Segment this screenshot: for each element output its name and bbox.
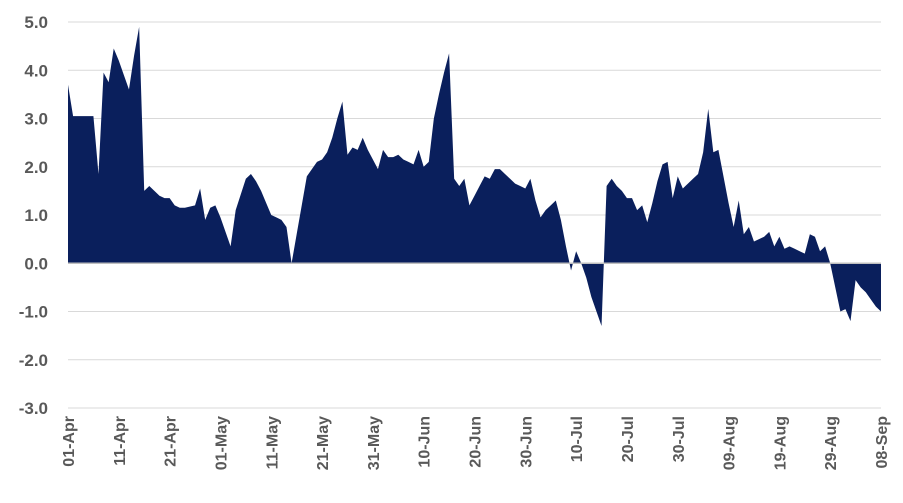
x-tick-label: 10-Jun: [417, 416, 434, 468]
x-tick-label: 29-Aug: [823, 416, 840, 470]
x-tick-label: 20-Jul: [620, 416, 637, 462]
y-tick-label: 1.0: [24, 206, 48, 225]
x-tick-label: 21-Apr: [163, 416, 180, 467]
x-tick-label: 30-Jul: [671, 416, 688, 462]
y-tick-label: 4.0: [24, 61, 48, 80]
x-tick-label: 01-Apr: [61, 416, 78, 467]
x-tick-label: 30-Jun: [518, 416, 535, 468]
area-series: [68, 26, 881, 326]
x-tick-label: 08-Sep: [874, 416, 891, 469]
x-tick-label: 31-May: [366, 416, 383, 470]
x-tick-label: 19-Aug: [772, 416, 789, 470]
x-tick-label: 20-Jun: [468, 416, 485, 468]
y-tick-label: 5.0: [24, 13, 48, 32]
x-tick-label: 10-Jul: [569, 416, 586, 462]
y-tick-label: -3.0: [19, 399, 48, 418]
area-series-fill: [68, 26, 881, 326]
y-tick-label: -1.0: [19, 303, 48, 322]
x-tick-label: 11-May: [264, 416, 281, 469]
y-tick-label: -2.0: [19, 351, 48, 370]
x-tick-label: 01-May: [213, 416, 230, 470]
y-tick-label: 0.0: [24, 254, 48, 273]
x-axis-tick-labels: 01-Apr 11-Apr 21-Apr 01-May 11-May 21-May 31-M…: [61, 416, 891, 470]
x-tick-label: 11-Apr: [112, 416, 129, 466]
y-tick-label: 2.0: [24, 158, 48, 177]
x-tick-label: 21-May: [315, 416, 332, 470]
y-tick-label: 3.0: [24, 110, 48, 129]
x-tick-label: 09-Aug: [722, 416, 739, 470]
y-axis-tick-labels: 5.0 4.0 3.0 2.0 1.0 0.0 -1.0 -2.0 -3.0: [19, 13, 48, 418]
